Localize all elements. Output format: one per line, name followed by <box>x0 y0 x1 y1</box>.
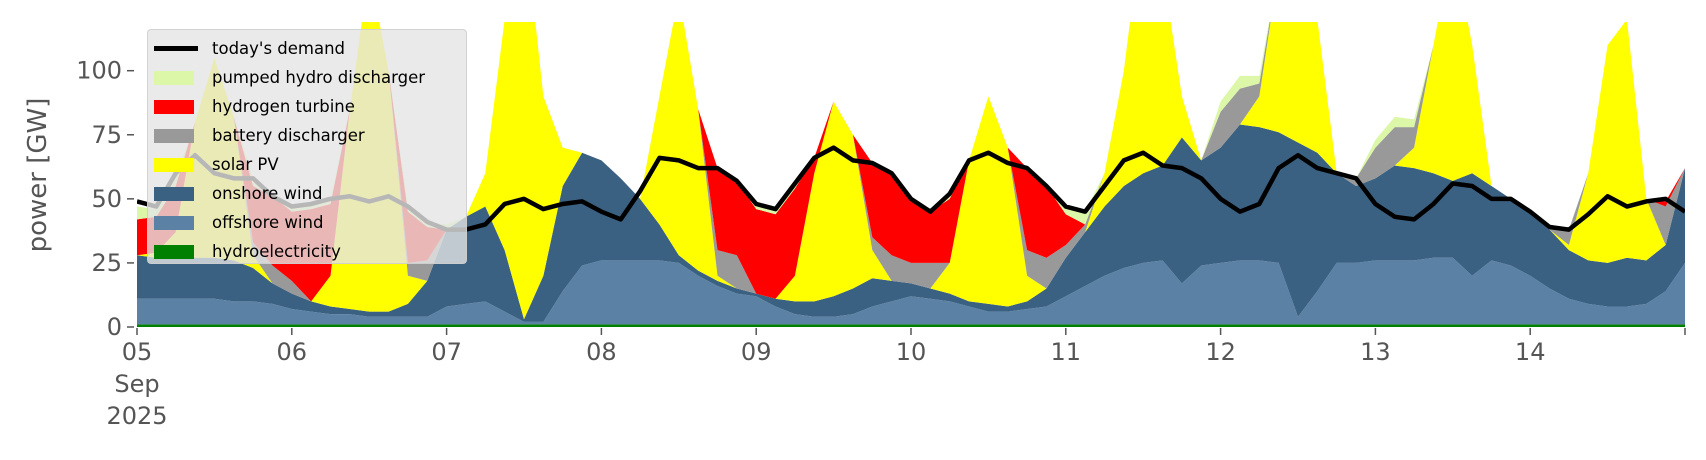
x-tick-label: 10 <box>896 338 927 366</box>
legend-label: pumped hydro discharger <box>212 68 426 87</box>
legend-item: onshore wind <box>154 179 466 208</box>
legend-line-swatch <box>154 46 198 51</box>
legend-label: hydrogen turbine <box>212 97 355 116</box>
legend-label: battery discharger <box>212 126 365 145</box>
x-tick-label: 12 <box>1205 338 1236 366</box>
x-tick-label: 13 <box>1360 338 1391 366</box>
x-tick-label: 06 <box>277 338 308 366</box>
legend-item: hydroelectricity <box>154 237 466 266</box>
x-axis: 05 Sep 2025 06 07 08 09 10 11 12 13 14 <box>106 328 1686 430</box>
legend: today's demand pumped hydro discharger hyd… <box>147 29 467 264</box>
x-tick-label: 08 <box>586 338 617 366</box>
y-axis-label: power [GW] <box>23 98 53 253</box>
legend-color-swatch <box>154 157 194 172</box>
area-battery-discharger <box>137 22 1685 302</box>
y-tick-label: 50 <box>91 185 122 213</box>
x-tick-label: 07 <box>431 338 462 366</box>
x-tick-label: 11 <box>1051 338 1082 366</box>
y-tick-label: 75 <box>91 121 122 149</box>
legend-item: pumped hydro discharger <box>154 63 466 92</box>
y-tick-label: 25 <box>91 249 122 277</box>
legend-item: offshore wind <box>154 208 466 237</box>
legend-color-swatch <box>154 215 194 230</box>
legend-item: battery discharger <box>154 121 466 150</box>
y-tick-label: 0 <box>107 313 122 341</box>
legend-color-swatch <box>154 186 194 201</box>
x-tick-label: 14 <box>1515 338 1546 366</box>
legend-label: offshore wind <box>212 213 324 232</box>
x-tick-month: Sep <box>114 370 159 398</box>
legend-label: solar PV <box>212 155 279 174</box>
x-tick-year: 2025 <box>106 402 167 430</box>
legend-color-swatch <box>154 70 194 85</box>
x-tick-label: 09 <box>741 338 772 366</box>
area-offshore-wind <box>137 257 1685 325</box>
legend-color-swatch <box>154 244 194 259</box>
area-hydroelectricity <box>137 324 1685 327</box>
area-hydrogen-turbine <box>137 22 1685 302</box>
legend-item: solar PV <box>154 150 466 179</box>
area-layers <box>137 22 1685 327</box>
y-tick-label: 100 <box>76 57 122 85</box>
legend-label: onshore wind <box>212 184 323 203</box>
x-tick-label: 05 <box>122 338 153 366</box>
area-onshore-wind <box>137 124 1685 322</box>
legend-label: hydroelectricity <box>212 242 341 261</box>
legend-label: today's demand <box>212 39 346 58</box>
legend-item: today's demand <box>154 34 466 63</box>
legend-color-swatch <box>154 99 194 114</box>
legend-color-swatch <box>154 128 194 143</box>
area-solar-pv <box>137 22 1685 320</box>
legend-item: hydrogen turbine <box>154 92 466 121</box>
y-axis: 0 25 50 75 100 <box>76 57 134 341</box>
